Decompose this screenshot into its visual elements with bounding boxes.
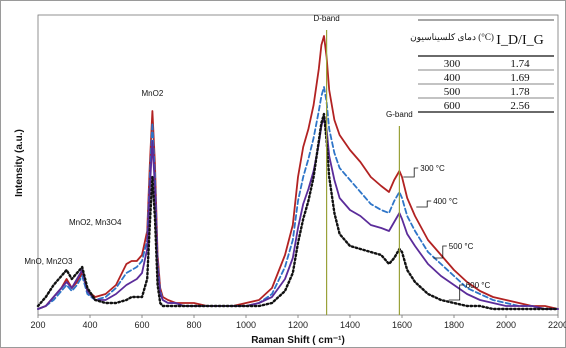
peak-annotation-1: MnO, Mn2O3 [24, 257, 73, 266]
x-tick-label-2000: 2000 [496, 320, 516, 330]
series-label-pointer-3 [433, 245, 447, 259]
table-header-ratio: I_D/I_G [496, 33, 543, 48]
inset-table-box [416, 20, 556, 114]
series-label-pointer-2 [416, 200, 432, 208]
table-cell-ratio-4: 2.56 [510, 100, 530, 112]
peak-annotation-2: MnO2, Mn3O4 [69, 218, 122, 227]
series-line-2 [37, 86, 559, 310]
peak-annotation-5: G-band [386, 110, 413, 119]
x-tick-label-1600: 1600 [392, 320, 412, 330]
table-cell-temp-1: 300 [444, 58, 461, 70]
x-tick-label-200: 200 [30, 320, 45, 330]
table-cell-temp-2: 400 [444, 72, 461, 84]
series-label-pointer-4 [448, 284, 464, 301]
x-tick-label-600: 600 [134, 320, 149, 330]
series-layer [36, 35, 560, 311]
x-tick-label-400: 400 [82, 320, 97, 330]
x-tick-label-2200: 2200 [548, 320, 566, 330]
table-cell-ratio-3: 1.78 [510, 86, 530, 98]
table-cell-ratio-2: 1.69 [510, 72, 530, 84]
table-cell-temp-4: 600 [444, 100, 461, 112]
x-tick-label-1200: 1200 [288, 320, 308, 330]
table-cell-temp-3: 500 [444, 86, 461, 98]
series-label-2: 400 °C [433, 197, 458, 206]
x-tick-label-800: 800 [186, 320, 201, 330]
table-cell-ratio-1: 1.74 [510, 58, 530, 70]
peak-annotation-3: MnO2 [142, 89, 164, 98]
x-axis-title: Raman Shift ( cm⁻¹) [251, 335, 345, 346]
x-axis-ticks: 200 400 600 800 1000 1200 1400 1600 1800 2000 2200 [30, 315, 566, 330]
y-axis-title: Intensity (a.u.) [14, 129, 25, 197]
series-line-4 [36, 112, 560, 311]
peak-annotation-4: D-band [313, 14, 339, 23]
series-label-3: 500 °C [449, 242, 474, 251]
x-tick-label-1800: 1800 [444, 320, 464, 330]
series-label-4: 600 °C [466, 281, 491, 290]
series-line-3 [37, 116, 559, 310]
inset-table: دمای کلسیناسیون (°C) I_D/I_G 300 1.74 40… [410, 19, 556, 114]
series-line-1 [37, 35, 559, 310]
series-label-1: 300 °C [420, 164, 445, 173]
x-tick-label-1000: 1000 [236, 320, 256, 330]
series-label-pointer-1 [403, 167, 419, 178]
peak-annotations: MnO, Mn2O3 MnO2, Mn3O4 MnO2 D-band G-band [24, 14, 412, 266]
x-tick-label-1400: 1400 [340, 320, 360, 330]
table-header-temp: دمای کلسیناسیون (°C) [410, 32, 494, 43]
band-lines [326, 30, 400, 315]
series-labels: 300 °C 400 °C 500 °C 600 °C [403, 164, 491, 301]
